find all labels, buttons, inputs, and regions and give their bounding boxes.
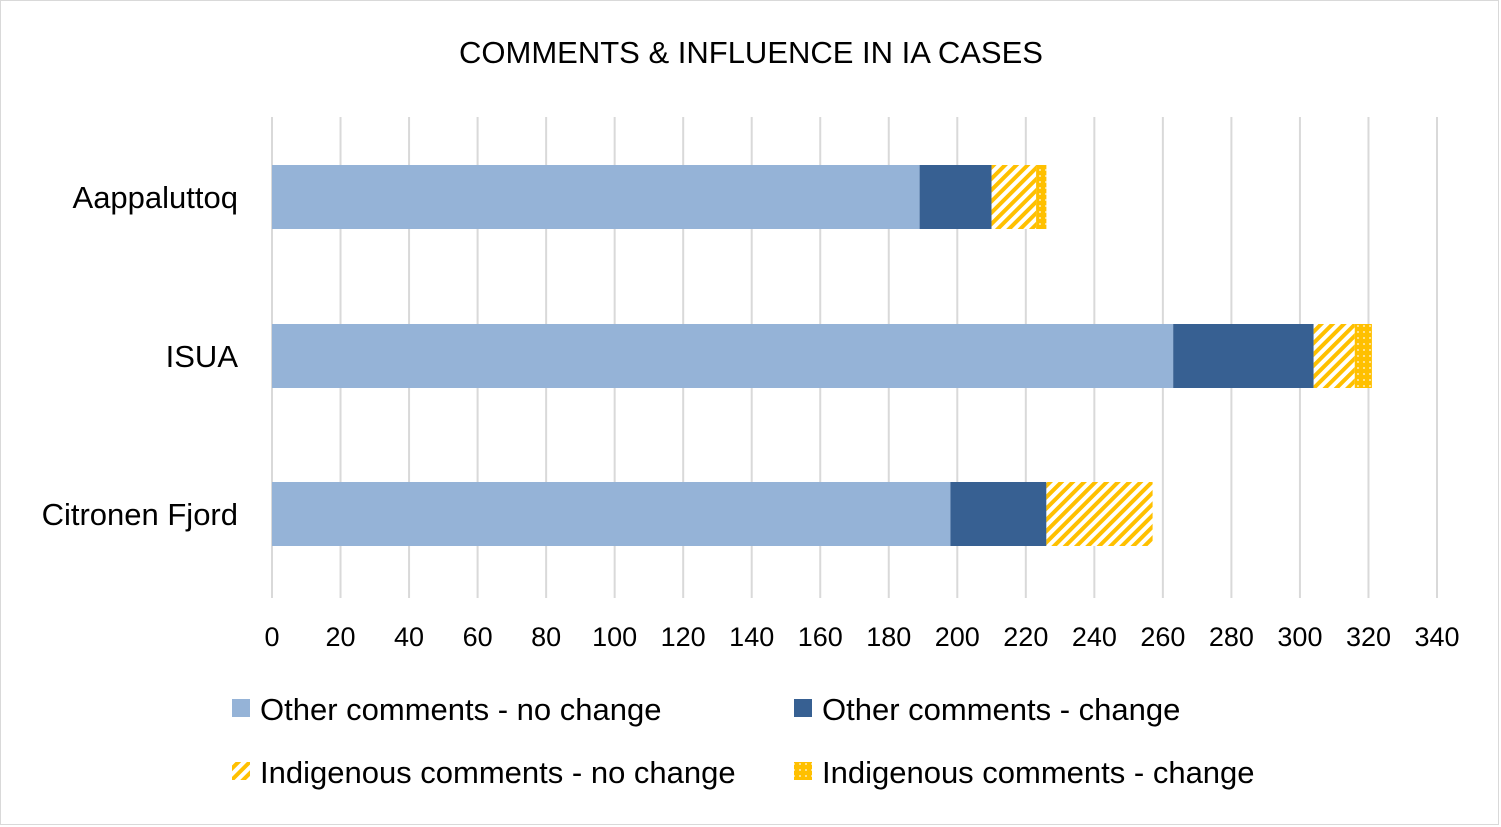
legend-label: Indigenous comments - no change: [260, 755, 736, 790]
x-tick-label: 0: [264, 622, 279, 652]
legend-swatch: [232, 699, 250, 717]
x-tick-label: 120: [661, 622, 706, 652]
legend-swatch: [794, 762, 812, 780]
category-label: Citronen Fjord: [42, 497, 238, 532]
x-tick-label: 300: [1277, 622, 1322, 652]
bar-segment: [1173, 324, 1314, 388]
x-tick-label: 240: [1072, 622, 1117, 652]
bars: [272, 165, 1372, 546]
legend-swatch: [794, 699, 812, 717]
legend-label: Other comments - no change: [260, 692, 661, 727]
category-label: Aappaluttoq: [73, 180, 238, 215]
category-labels: Aappaluttoq ISUA Citronen Fjord: [42, 180, 239, 532]
x-tick-label: 160: [798, 622, 843, 652]
x-tick-label: 320: [1346, 622, 1391, 652]
bar-segment: [1036, 165, 1047, 229]
x-tick-label: 80: [531, 622, 561, 652]
bar-segment: [950, 482, 1047, 546]
bar-segment: [919, 165, 992, 229]
legend-label: Other comments - change: [822, 692, 1180, 727]
x-axis-tick-labels: 0 20 40 60 80 100 120 140 160 180 200 220 240 260 280 3…: [264, 622, 1459, 652]
x-tick-label: 220: [1003, 622, 1048, 652]
x-tick-label: 340: [1414, 622, 1459, 652]
chart-title: COMMENTS & INFLUENCE IN IA CASES: [459, 35, 1043, 70]
bar-segment: [991, 165, 1037, 229]
legend-swatch: [232, 762, 250, 780]
legend: Other comments - no change Other comments…: [232, 692, 1255, 790]
x-tick-label: 100: [592, 622, 637, 652]
bar-segment: [272, 324, 1174, 388]
bar-segment: [1354, 324, 1372, 388]
x-tick-label: 280: [1209, 622, 1254, 652]
x-tick-label: 260: [1140, 622, 1185, 652]
x-tick-label: 20: [326, 622, 356, 652]
x-tick-label: 200: [935, 622, 980, 652]
bar-segment: [272, 165, 920, 229]
category-label: ISUA: [166, 339, 239, 374]
x-tick-label: 140: [729, 622, 774, 652]
x-tick-label: 60: [463, 622, 493, 652]
bar-segment: [1046, 482, 1153, 546]
x-tick-label: 40: [394, 622, 424, 652]
bar-segment: [272, 482, 951, 546]
legend-label: Indigenous comments - change: [822, 755, 1255, 790]
bar-segment: [1313, 324, 1355, 388]
x-tick-label: 180: [866, 622, 911, 652]
